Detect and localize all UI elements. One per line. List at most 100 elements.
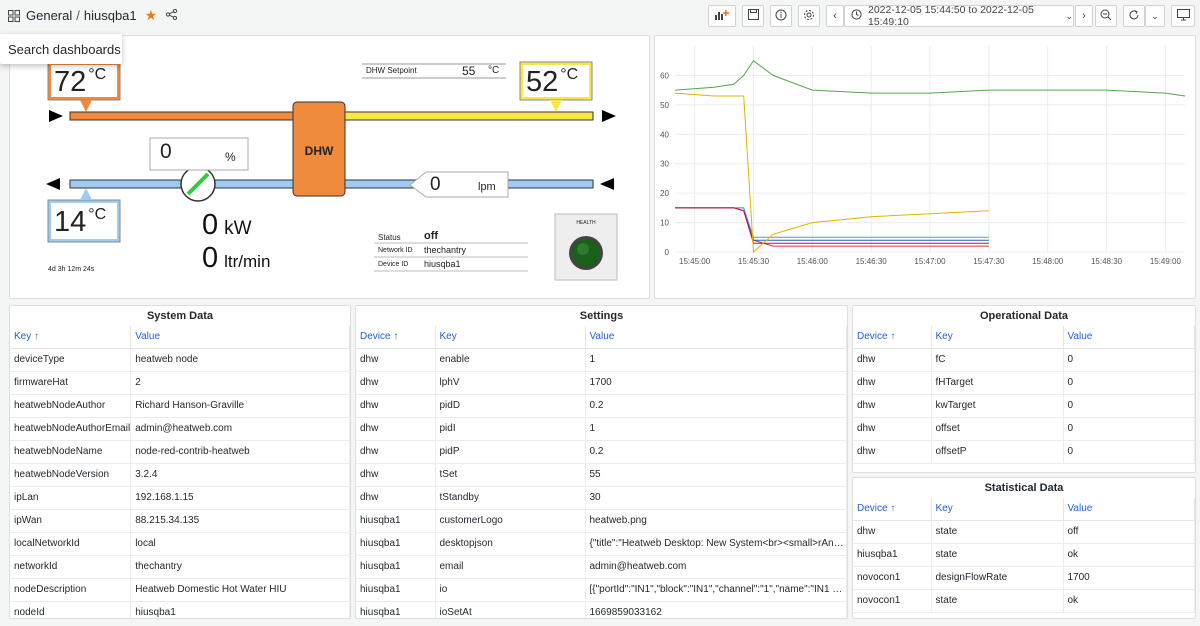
operational-data-table: Device ↑ Key Value dhw fC 0 dhw fHTarget 0 dhw… <box>853 326 1195 464</box>
table-cell: nodeId <box>10 601 132 618</box>
dashboard-info-button[interactable] <box>770 5 792 27</box>
star-icon[interactable]: ★ <box>144 7 158 23</box>
table-row: dhw offset 0 <box>853 417 1195 441</box>
column-header-key[interactable]: Key <box>931 498 1064 521</box>
table-cell: heatweb node <box>130 348 350 372</box>
return-arrow-left <box>46 178 60 190</box>
add-panel-button[interactable] <box>708 5 736 27</box>
table-row: heatwebNodeName node-red-contrib-heatweb <box>10 440 350 464</box>
table-cell: novocon1 <box>853 566 932 590</box>
table-cell: hiusqba1 <box>853 543 932 567</box>
table-cell: dhw <box>853 417 932 441</box>
status-label: Status <box>378 233 401 242</box>
folder-link[interactable]: General <box>26 8 73 23</box>
save-dashboard-button[interactable] <box>742 5 764 27</box>
table-cell: 88.215.34.135 <box>130 509 350 533</box>
column-header-key[interactable]: Key <box>435 326 586 349</box>
table-cell: offset <box>931 417 1064 441</box>
table-cell: [{"portId":"IN1","block":"IN1","channel"… <box>585 578 847 602</box>
table-cell: dhw <box>853 520 932 544</box>
table-cell: ipWan <box>10 509 132 533</box>
system-data-title: System Data <box>146 310 214 322</box>
view-mode-button[interactable] <box>1171 5 1195 27</box>
table-cell: offsetP <box>931 440 1064 464</box>
table-cell: novocon1 <box>853 589 932 613</box>
flowrate-unit: ltr/min <box>224 252 271 271</box>
table-cell: dhw <box>356 463 436 487</box>
table-cell: dhw <box>356 440 436 464</box>
column-header-key[interactable]: Key <box>931 326 1064 349</box>
time-shift-forward-button[interactable]: › <box>1075 5 1093 27</box>
column-header-value[interactable]: Value <box>585 326 847 349</box>
column-header-device[interactable]: Device ↑ <box>853 498 932 521</box>
operational-data-panel: Operational Data Device ↑ Key Value dhw f… <box>852 305 1196 473</box>
table-cell: admin@heatweb.com <box>585 555 847 579</box>
timeseries-chart[interactable]: 0 10 20 30 40 50 60 15:45:00 15:45:30 15:46:00 15:… <box>655 36 1196 299</box>
cold-temp-value: 14 <box>54 206 87 238</box>
table-cell: dhw <box>853 394 932 418</box>
share-icon[interactable] <box>166 8 178 23</box>
column-header-value[interactable]: Value <box>130 326 350 349</box>
power-value: 0 <box>202 209 219 241</box>
table-row: dhw pidI 1 <box>356 417 847 441</box>
table-cell: 1 <box>585 348 847 372</box>
hot-supply-pipe <box>69 111 296 121</box>
column-header-device[interactable]: Device ↑ <box>356 326 436 349</box>
table-row: ipWan 88.215.34.135 <box>10 509 350 533</box>
column-header-device[interactable]: Device ↑ <box>853 326 932 349</box>
time-shift-back-button[interactable]: ‹ <box>826 5 844 27</box>
flowrate-readout: 0 ltr/min <box>202 242 270 275</box>
table-cell: Heatweb Domestic Hot Water HIU <box>130 578 350 602</box>
table-cell: thechantry <box>130 555 350 579</box>
table-cell: dhw <box>853 348 932 372</box>
hiu-diagram <box>46 61 618 281</box>
refresh-button[interactable] <box>1123 5 1145 27</box>
column-header-value[interactable]: Value <box>1063 498 1195 521</box>
table-cell: deviceType <box>10 348 132 372</box>
table-cell: pidD <box>435 394 586 418</box>
table-cell: 2 <box>130 371 350 395</box>
table-cell: 1700 <box>1063 566 1195 590</box>
y-tick-label: 10 <box>660 219 669 228</box>
x-tick-label: 15:45:30 <box>738 257 770 266</box>
table-cell: 192.168.1.15 <box>130 486 350 510</box>
dashboard-title[interactable]: hiusqba1 <box>83 8 137 23</box>
y-tick-label: 30 <box>660 160 669 169</box>
table-cell: heatwebNodeAuthorEmail <box>10 417 132 441</box>
table-cell: desktopjson <box>435 532 586 556</box>
setpoint-value: 55 <box>462 64 476 78</box>
table-cell: fC <box>931 348 1064 372</box>
time-range-picker[interactable]: 2022-12-05 15:44:50 to 2022-12-05 15:49:… <box>844 4 1074 28</box>
x-tick-label: 15:47:00 <box>914 257 946 266</box>
table-row: heatwebNodeVersion 3.2.4 <box>10 463 350 487</box>
timeseries-panel: 0 10 20 30 40 50 60 15:45:00 15:45:30 15:46:00 15:… <box>654 35 1196 299</box>
clock-icon <box>851 9 862 23</box>
x-tick-label: 15:47:30 <box>973 257 1005 266</box>
zoom-out-button[interactable] <box>1095 5 1117 27</box>
table-cell: 3.2.4 <box>130 463 350 487</box>
table-cell: hiusqba1 <box>356 555 436 579</box>
table-cell: hiusqba1 <box>356 601 436 618</box>
table-cell: firmwareHat <box>10 371 132 395</box>
column-header-value[interactable]: Value <box>1063 326 1195 349</box>
refresh-interval-dropdown[interactable]: ⌄ <box>1145 5 1165 27</box>
hot-in-temperature: 72 °C <box>54 66 106 99</box>
hot-outlet-pipe <box>344 111 594 121</box>
network-id-label: Network ID <box>378 247 413 254</box>
table-cell: customerLogo <box>435 509 586 533</box>
table-row: dhw pidD 0.2 <box>356 394 847 418</box>
hot-in-temp-value: 72 <box>54 66 87 98</box>
column-header-key[interactable]: Key ↑ <box>10 326 132 349</box>
table-cell: 1669859033162 <box>585 601 847 618</box>
table-row: networkId thechantry <box>10 555 350 579</box>
zoom-out-icon <box>1100 9 1112 24</box>
status-value: off <box>424 230 439 242</box>
network-id-value: thechantry <box>424 245 467 255</box>
table-cell: networkId <box>10 555 132 579</box>
dashboard-settings-button[interactable] <box>798 5 820 27</box>
dashboards-grid-icon[interactable] <box>8 9 20 22</box>
table-cell: state <box>931 589 1064 613</box>
table-row: firmwareHat 2 <box>10 371 350 395</box>
table-cell: ipLan <box>10 486 132 510</box>
table-row: novocon1 designFlowRate 1700 <box>853 566 1195 590</box>
